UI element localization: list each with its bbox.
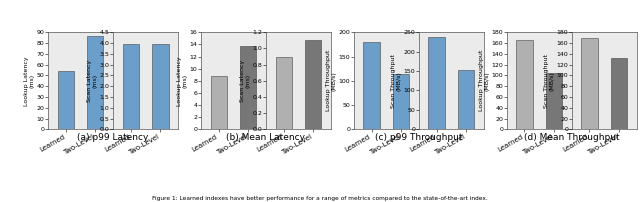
Text: (b) Mean Latency: (b) Mean Latency (227, 133, 305, 142)
Y-axis label: Scan Latency
(ms): Scan Latency (ms) (87, 60, 98, 102)
Bar (123, 44, 139, 129)
Y-axis label: Scan Throughput
(MB/s): Scan Throughput (MB/s) (391, 54, 401, 108)
Y-axis label: Scan Latency
(ms): Scan Latency (ms) (240, 60, 250, 102)
Bar (428, 37, 445, 129)
Y-axis label: Lookup Latency
(ms): Lookup Latency (ms) (24, 56, 35, 106)
Text: Figure 1: Learned indexes have better performance for a range of metrics compare: Figure 1: Learned indexes have better pe… (152, 196, 488, 201)
Text: (c) p99 Throughput: (c) p99 Throughput (375, 133, 463, 142)
Bar (364, 42, 380, 129)
Bar (516, 40, 532, 129)
Y-axis label: Lookup Throughput
(MB/s): Lookup Throughput (MB/s) (326, 50, 337, 112)
Bar (58, 71, 74, 129)
Text: (a) p99 Latency: (a) p99 Latency (77, 133, 148, 142)
Bar (611, 58, 627, 129)
Bar (581, 38, 598, 129)
Y-axis label: Scan Throughput
(MB/s): Scan Throughput (MB/s) (543, 54, 554, 108)
Text: (d) Mean Throughput: (d) Mean Throughput (524, 133, 620, 142)
Bar (152, 44, 168, 129)
Bar (305, 40, 321, 129)
Bar (276, 57, 292, 129)
Bar (87, 36, 104, 129)
Y-axis label: Lookup Throughput
(MB/s): Lookup Throughput (MB/s) (479, 50, 490, 112)
Bar (393, 74, 409, 129)
Bar (211, 76, 227, 129)
Bar (546, 73, 562, 129)
Y-axis label: Lookup Latency
(ms): Lookup Latency (ms) (177, 56, 188, 106)
Bar (240, 46, 257, 129)
Bar (458, 70, 474, 129)
